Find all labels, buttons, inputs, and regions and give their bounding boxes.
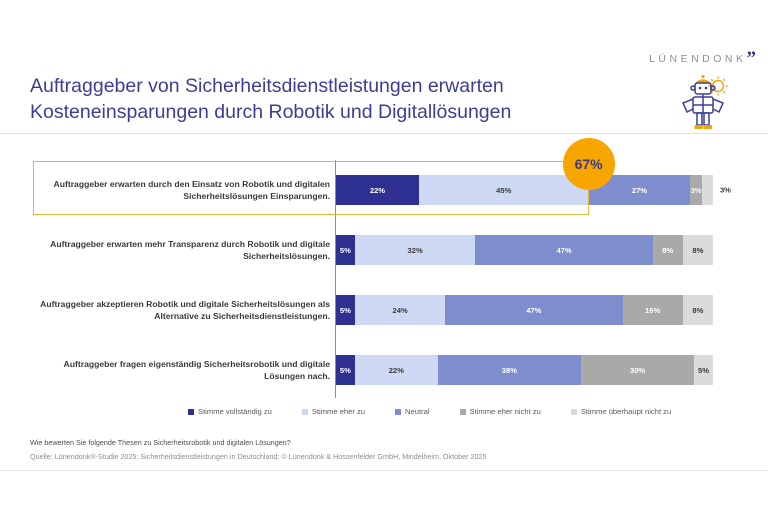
- chart-row: Auftraggeber akzeptieren Robotik und dig…: [33, 280, 713, 340]
- segment-value: 8%: [662, 245, 674, 255]
- row-label: Auftraggeber fragen eigenständig Sicherh…: [63, 358, 330, 381]
- segment-value-outside: 3%: [719, 185, 731, 195]
- legend-label: Stimme eher zu: [311, 407, 366, 416]
- segment-value: 5%: [339, 305, 351, 315]
- header-divider: [0, 133, 768, 134]
- bar-segment: 45%: [418, 175, 589, 205]
- bar-segment: 16%: [622, 295, 683, 325]
- title-line-1: Auftraggeber von Sicherheitsdienstleistu…: [30, 75, 504, 97]
- bar-segment: 5%: [694, 355, 713, 385]
- chart-row: Auftraggeber erwarten mehr Transparenz d…: [33, 220, 713, 280]
- bar-segment: 5%: [336, 235, 355, 265]
- row-label: Auftraggeber akzeptieren Robotik und dig…: [40, 298, 330, 321]
- legend-item: Stimme vollständig zu: [188, 407, 272, 416]
- bar-segment: 8%: [682, 295, 713, 325]
- legend-marker: [395, 408, 402, 415]
- segment-value: 5%: [339, 365, 351, 375]
- chart-legend: Stimme vollständig zu Stimme eher zu Neutr…: [188, 407, 671, 416]
- stacked-bar: 5% 32% 47% 8% 8%: [336, 235, 713, 265]
- legend-label: Stimme vollständig zu: [198, 407, 272, 416]
- robot-illustration-icon: [681, 74, 728, 129]
- logo-quotes-icon: ”: [746, 48, 757, 69]
- legend-marker: [570, 408, 577, 415]
- legend-marker: [301, 408, 308, 415]
- stacked-bar: 22% 45% 27% 3% 3%: [336, 175, 731, 205]
- source-note: Quelle: Lünendonk®-Studie 2025: Sicherhe…: [30, 452, 487, 461]
- segment-value: 8%: [692, 305, 704, 315]
- legend-label: Stimme eher nicht zu: [469, 407, 541, 416]
- legend-item: Neutral: [395, 407, 430, 416]
- segment-value: 30%: [629, 365, 646, 375]
- segment-value: 8%: [692, 245, 704, 255]
- segment-value: 32%: [407, 245, 423, 255]
- bar-segment: 8%: [652, 235, 683, 265]
- segment-value: 5%: [339, 245, 351, 255]
- chart-rows: Auftraggeber erwarten durch den Einsatz …: [33, 160, 731, 400]
- segment-value: 47%: [556, 245, 572, 255]
- bar-segment: 30%: [581, 355, 695, 385]
- segment-value: 16%: [645, 305, 661, 315]
- survey-question-note: Wie bewerten Sie folgende Thesen zu Sich…: [30, 438, 291, 447]
- stacked-bar: 5% 24% 47% 16% 8%: [336, 295, 713, 325]
- legend-marker: [188, 408, 194, 415]
- bar-segment: 47%: [475, 235, 653, 265]
- segment-value: 27%: [631, 185, 648, 195]
- bar-segment: 5%: [336, 295, 355, 325]
- chart-row: Auftraggeber fragen eigenständig Sicherh…: [33, 340, 713, 400]
- legend-marker: [459, 408, 466, 415]
- legend-item: Stimme eher nicht zu: [459, 407, 541, 416]
- bar-segment: 8%: [682, 235, 713, 265]
- legend-label: Stimme überhaupt nicht zu: [580, 407, 672, 416]
- segment-value: 22%: [369, 185, 386, 195]
- lunendonk-logo: LÜNENDONK ”: [649, 48, 757, 69]
- segment-value: 45%: [496, 185, 512, 195]
- row-label: Auftraggeber erwarten durch den Einsatz …: [53, 178, 330, 201]
- annotation-badge: 67%: [562, 138, 615, 190]
- segment-value: 47%: [526, 305, 542, 315]
- bar-segment: 3%: [690, 175, 702, 205]
- segment-value: 3%: [690, 185, 702, 195]
- chart-axis-line: [335, 160, 336, 398]
- chart-row: Auftraggeber erwarten durch den Einsatz …: [33, 160, 731, 220]
- segment-value: 38%: [501, 365, 517, 375]
- bar-segment: [701, 175, 713, 205]
- legend-item: Stimme eher zu: [301, 407, 366, 416]
- bar-segment: 47%: [445, 295, 623, 325]
- legend-item: Stimme überhaupt nicht zu: [570, 407, 672, 416]
- legend-label: Neutral: [405, 407, 430, 416]
- logo-wordmark: LÜNENDONK: [649, 53, 747, 65]
- segment-value: 22%: [388, 365, 404, 375]
- bottom-divider: [0, 470, 768, 471]
- bar-segment: 24%: [354, 295, 446, 325]
- segment-value: 24%: [392, 305, 408, 315]
- bar-segment: 22%: [336, 175, 419, 205]
- page-title: Auftraggeber von Sicherheitsdienstleistu…: [30, 74, 630, 125]
- bar-segment: 38%: [437, 355, 582, 385]
- bar-segment: 22%: [354, 355, 438, 385]
- stacked-bar: 5% 22% 38% 30% 5%: [336, 355, 713, 385]
- bar-segment: 32%: [354, 235, 476, 265]
- bar-segment: 5%: [336, 355, 355, 385]
- segment-value: 5%: [698, 365, 710, 375]
- title-line-2: Kosteneinsparungen durch Robotik und Dig…: [30, 100, 512, 123]
- row-label: Auftraggeber erwarten mehr Transparenz d…: [50, 238, 330, 261]
